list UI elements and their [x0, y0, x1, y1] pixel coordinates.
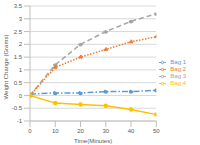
html-text:Bag 1: Bag 1 — [170, 58, 186, 65]
html-text:Bag 3: Bag 3 — [170, 72, 186, 79]
svg-text:1: 1 — [19, 67, 23, 73]
svg-text:0: 0 — [19, 93, 23, 99]
svg-text:30: 30 — [102, 128, 109, 134]
svg-text:10: 10 — [52, 128, 59, 134]
svg-text:-0.5: -0.5 — [12, 105, 23, 111]
svg-text:20: 20 — [77, 128, 84, 134]
html-text:Bag 2: Bag 2 — [170, 65, 186, 72]
svg-text:Time(Minutes): Time(Minutes) — [74, 138, 112, 144]
svg-text:-1: -1 — [17, 118, 23, 124]
svg-text:40: 40 — [128, 128, 135, 134]
svg-text:3: 3 — [19, 16, 23, 22]
svg-text:Weight Change (Grams): Weight Change (Grams) — [8, 35, 9, 100]
svg-text:50: 50 — [153, 128, 160, 134]
html-text:Bag 4: Bag 4 — [170, 79, 186, 86]
svg-text:2: 2 — [19, 41, 23, 47]
svg-text:0.5: 0.5 — [14, 80, 23, 86]
svg-text:3.5: 3.5 — [14, 3, 23, 9]
svg-text:0: 0 — [28, 128, 32, 134]
svg-text:1.5: 1.5 — [14, 54, 23, 60]
svg-text:2.5: 2.5 — [14, 29, 23, 35]
